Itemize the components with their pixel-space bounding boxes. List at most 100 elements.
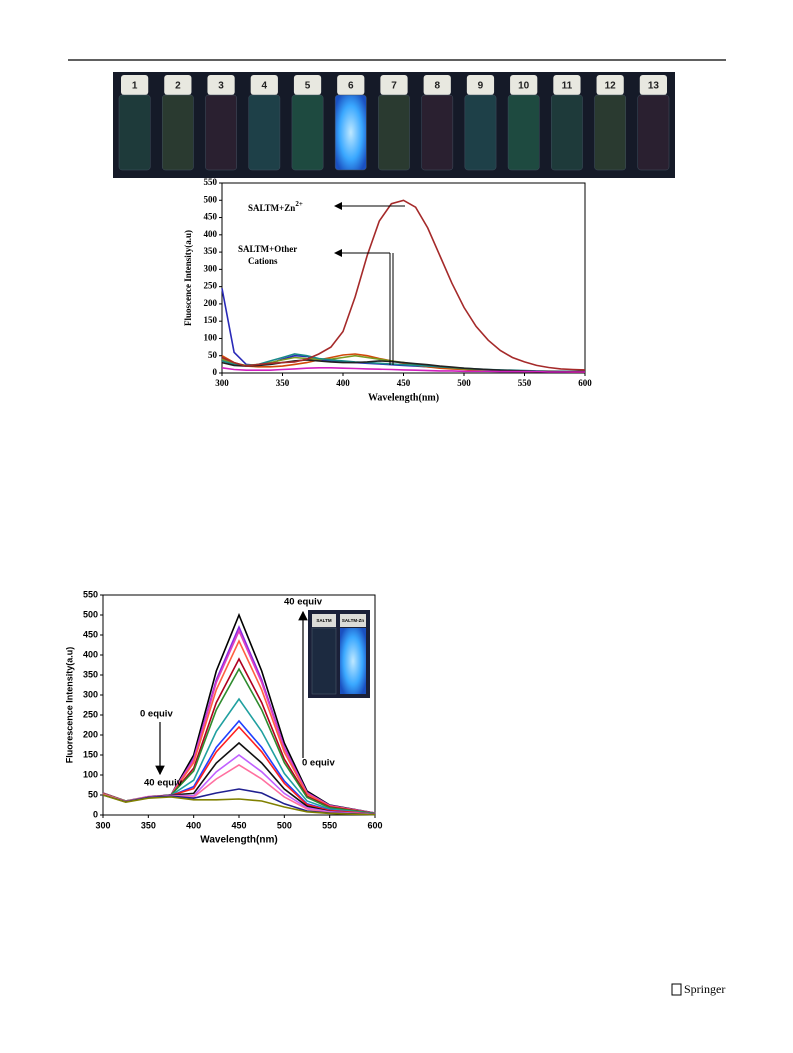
vial-cap (293, 75, 322, 95)
inset-vial (311, 627, 337, 695)
vial-label: 6 (348, 81, 354, 92)
y-tick-label: 350 (204, 246, 218, 256)
annotation: 0 equiv (140, 709, 173, 720)
x-tick-label: 450 (231, 820, 246, 830)
x-tick-label: 350 (276, 378, 290, 388)
annotation: 0 equiv (302, 758, 335, 769)
inset-cap (340, 614, 366, 627)
publisher: Springer (684, 982, 725, 996)
vial-cap (337, 75, 365, 95)
vial-cap (553, 75, 581, 95)
y-tick-label: 100 (204, 333, 218, 343)
y-tick-label: 200 (204, 298, 218, 308)
chart-2: 0 50 100 150 200 250 300 350 400 450 500 550 300 350 4… (64, 589, 382, 845)
y-tick-label: 350 (83, 669, 98, 679)
y-tick-label: 100 (83, 769, 98, 779)
y-tick-label: 150 (83, 749, 98, 759)
y-tick-label: 150 (204, 315, 218, 325)
y-tick-label: 0 (213, 367, 218, 377)
x-axis-label: Wavelength(nm) (368, 392, 439, 403)
vial (161, 94, 194, 171)
vial-cap (207, 75, 235, 95)
vial-label: 11 (562, 81, 573, 92)
vial (421, 94, 454, 171)
x-tick-label: 600 (578, 378, 592, 388)
vial (378, 94, 410, 171)
x-tick-label: 350 (141, 820, 156, 830)
inset-vial (340, 628, 366, 694)
vial (507, 94, 540, 171)
y-tick-label: 50 (88, 789, 98, 799)
data-line (102, 794, 376, 816)
vial (637, 94, 670, 171)
x-tick-label: 450 (397, 378, 411, 388)
x-tick-label: 300 (215, 378, 229, 388)
y-tick-label: 250 (204, 281, 218, 291)
x-tick-label: 600 (367, 820, 382, 830)
annotation: Cations (248, 256, 278, 266)
chart-1: 0 50 100 150 200 250 300 350 400 450 500 550 300 350 4… (183, 177, 592, 403)
vial-label: 3 (218, 81, 224, 92)
x-tick-label: 550 (518, 378, 532, 388)
vial-cap (423, 75, 451, 95)
x-tick-label: 500 (457, 378, 471, 388)
vial-label: 8 (434, 81, 440, 92)
y-tick-label: 300 (83, 689, 98, 699)
y-tick-label: 0 (93, 809, 98, 819)
vial-cap (250, 75, 278, 95)
vial-photo: 1 2 3 4 5 6 7 8 9 10 11 12 13 (113, 72, 675, 178)
data-line (221, 199, 586, 371)
vial-cap (164, 75, 192, 95)
vial (334, 94, 367, 171)
vial (118, 94, 151, 171)
x-tick-label: 300 (95, 820, 110, 830)
y-tick-label: 550 (204, 177, 218, 187)
vial-label: 5 (305, 81, 311, 92)
y-axis-label: Fluorescence Intensity(a.u) (64, 647, 74, 764)
vial (291, 94, 324, 171)
y-tick-label: 50 (208, 350, 218, 360)
vial-cap (596, 75, 624, 95)
annotation: SALTM+Other (238, 244, 297, 254)
footer: Springer (671, 982, 725, 996)
data-line (102, 725, 376, 815)
vial-label: 9 (478, 81, 484, 92)
springer-logo (671, 983, 682, 996)
y-tick-label: 400 (204, 229, 218, 239)
y-tick-label: 550 (83, 589, 98, 599)
vial (248, 94, 281, 171)
vial-cap (466, 75, 495, 95)
annotation-sup: 2+ (295, 200, 303, 208)
annotation: SALTM+Zn2+ (248, 200, 303, 213)
inset-cap (312, 614, 336, 627)
vial-label: 2 (175, 81, 181, 92)
annotation: 40 equiv (144, 778, 183, 789)
vial (205, 94, 237, 171)
vial-label: 12 (605, 81, 617, 92)
y-tick-label: 400 (83, 649, 98, 659)
x-tick-label: 400 (186, 820, 201, 830)
y-tick-label: 300 (204, 263, 218, 273)
y-tick-label: 500 (204, 194, 218, 204)
y-tick-label: 450 (204, 212, 218, 222)
y-tick-label: 200 (83, 729, 98, 739)
data-line (221, 367, 585, 373)
y-tick-label: 250 (83, 709, 98, 719)
vial-cap (510, 75, 538, 95)
vial (594, 94, 627, 171)
inset-label: SALTM-Zn (342, 618, 364, 623)
x-tick-label: 400 (336, 378, 350, 388)
x-axis-label: Wavelength(nm) (200, 835, 277, 846)
annotation-text: SALTM+Zn (248, 203, 295, 213)
y-axis-label: Fluoscence Intensity(a.u) (183, 230, 193, 326)
vial-label: 1 (132, 81, 138, 92)
x-tick-label: 500 (277, 820, 292, 830)
annotation: 40 equiv (284, 597, 323, 608)
vial-cap (639, 75, 667, 95)
vial-cap (380, 75, 408, 95)
vial-label: 13 (648, 81, 660, 92)
vial-cap (121, 75, 149, 95)
vial (551, 94, 583, 171)
x-tick-label: 550 (322, 820, 337, 830)
